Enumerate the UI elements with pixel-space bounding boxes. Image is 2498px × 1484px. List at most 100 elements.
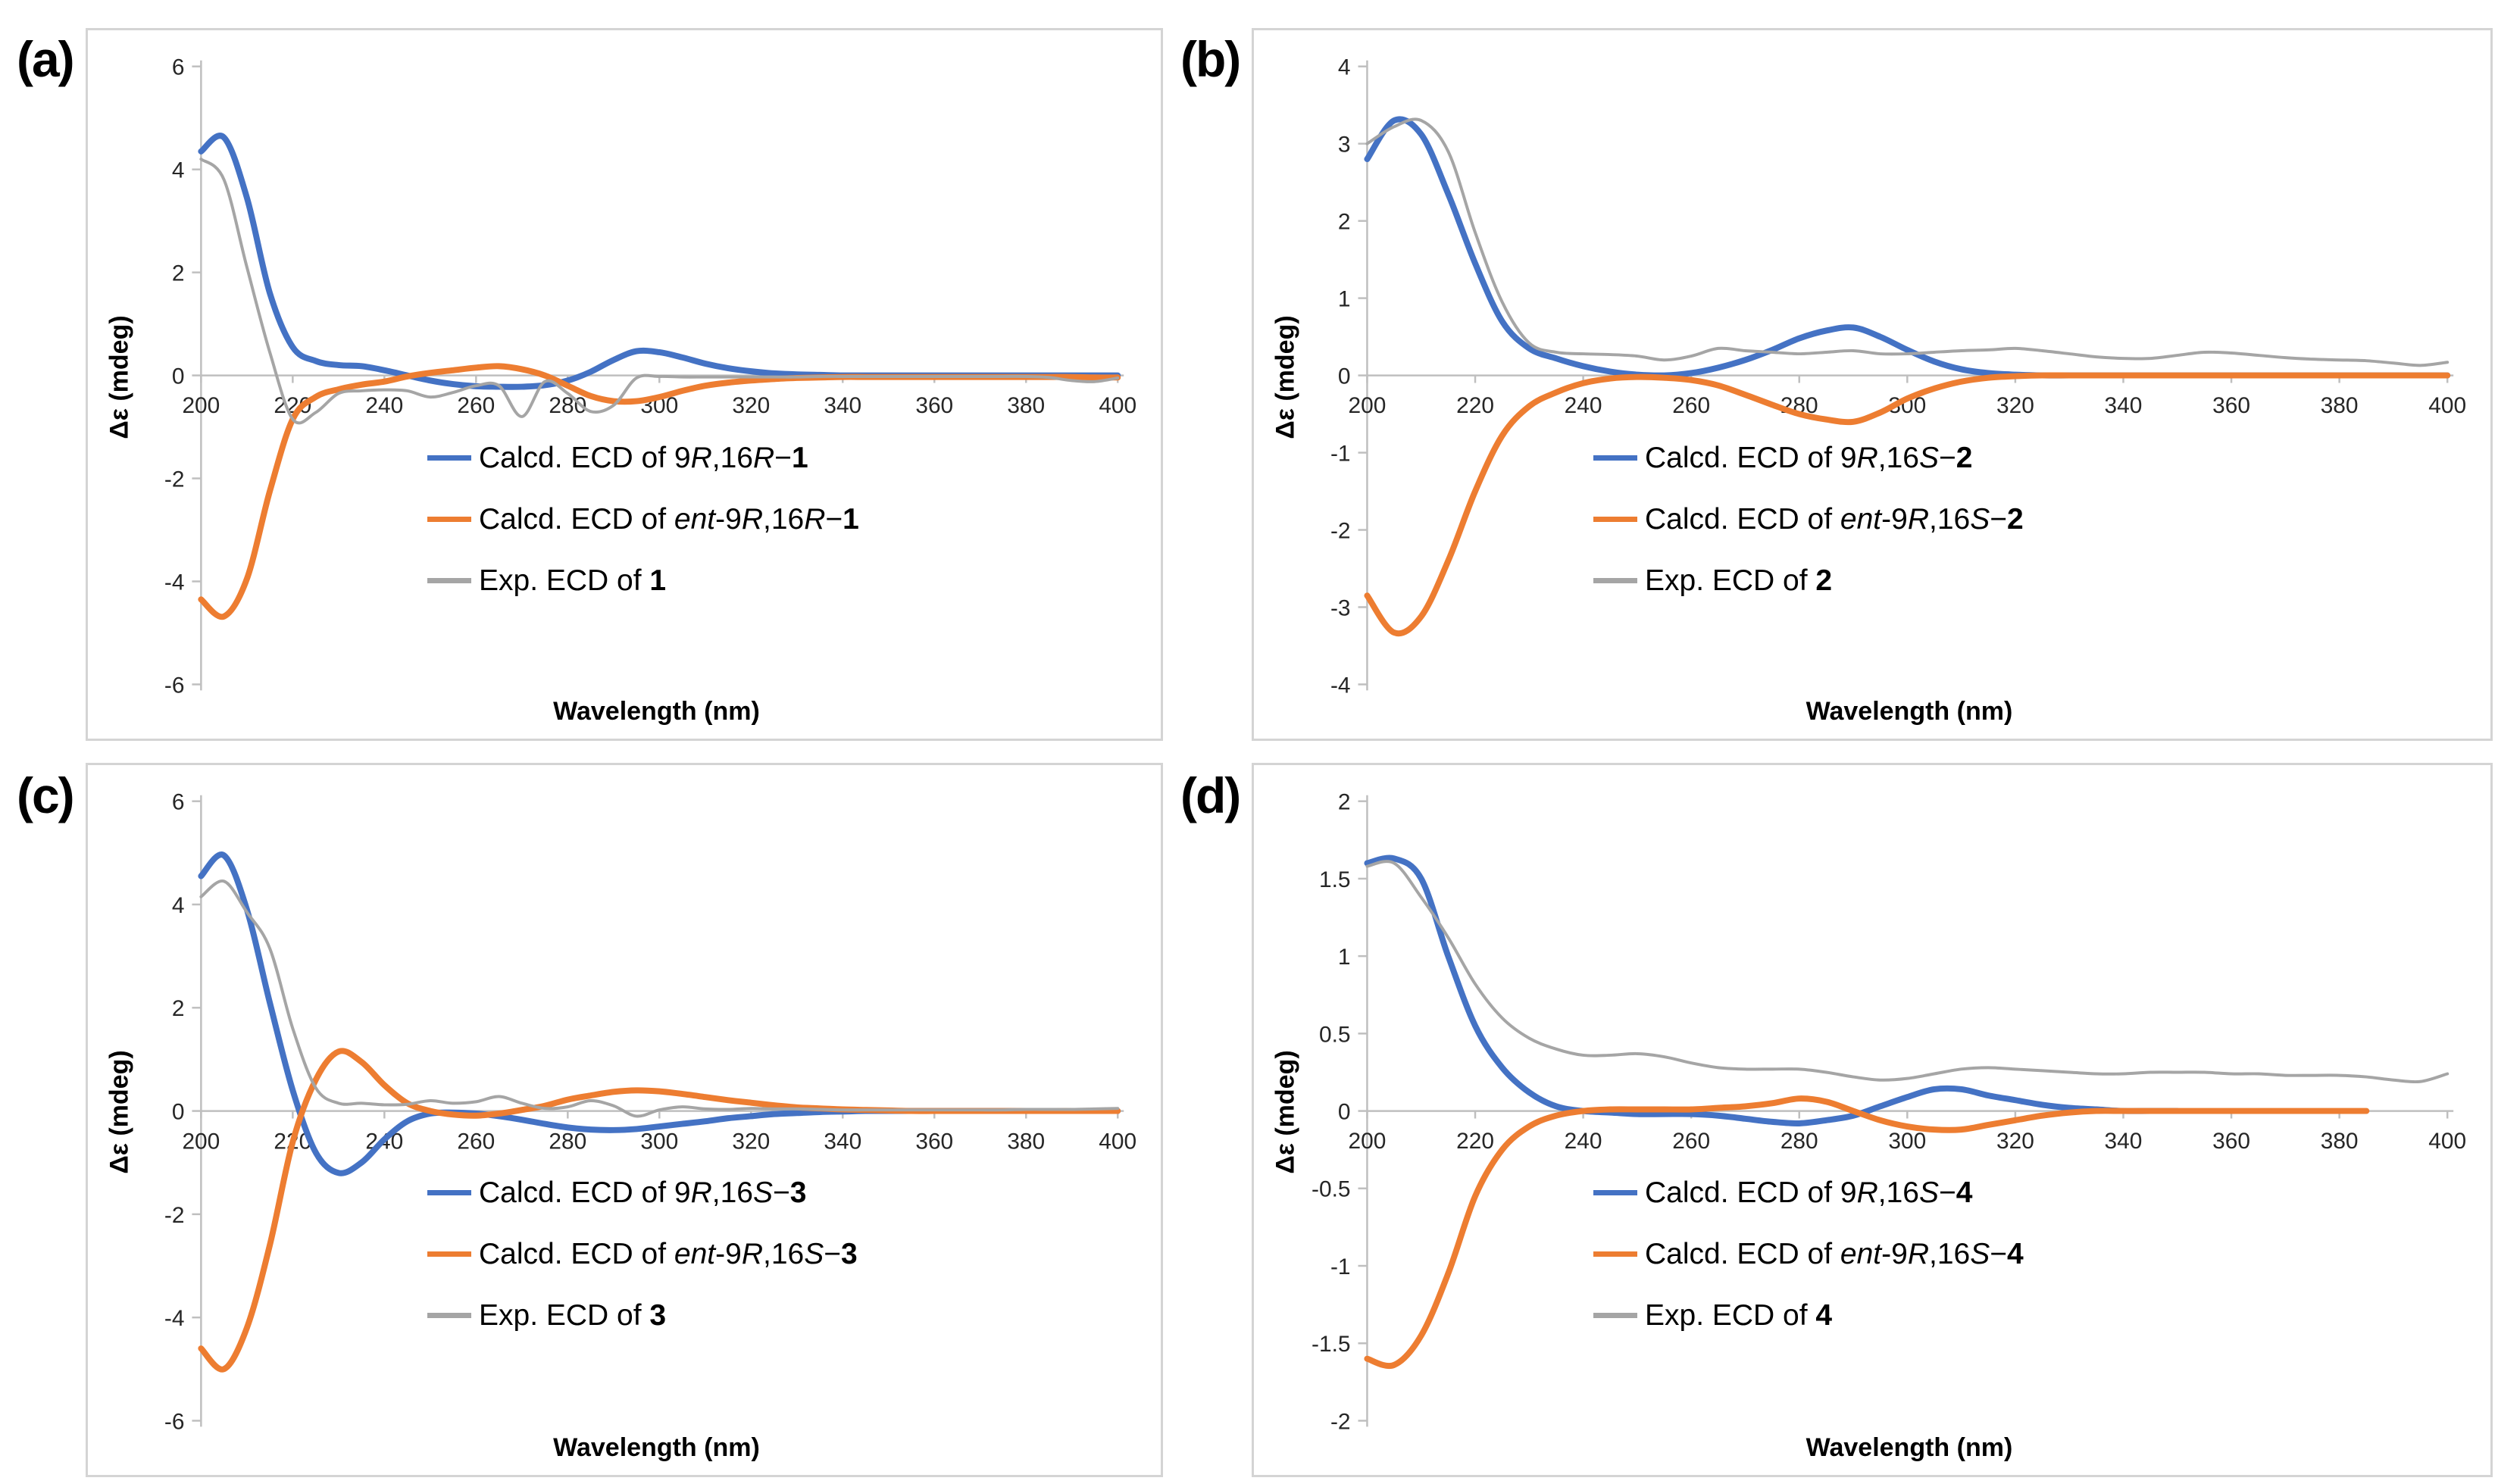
- legend-swatch: [427, 1251, 471, 1257]
- y-tick-label: 6: [172, 55, 185, 80]
- legend-swatch: [427, 455, 471, 461]
- y-tick-label: -1: [1330, 1254, 1351, 1279]
- x-tick-label: 240: [365, 393, 403, 418]
- y-tick-label: 2: [1338, 210, 1351, 235]
- legend-swatch: [1593, 517, 1637, 522]
- legend-item: Exp. ECD of 3: [427, 1301, 858, 1330]
- x-tick-label: 200: [182, 393, 220, 418]
- y-tick-label: 0: [172, 1100, 185, 1125]
- legend-item: Exp. ECD of 1: [427, 566, 859, 595]
- x-tick-label: 320: [732, 1129, 770, 1154]
- x-tick-label: 240: [1565, 393, 1602, 418]
- x-tick-label: 380: [1007, 393, 1045, 418]
- x-axis-title: Wavelength (nm): [1806, 1433, 2013, 1462]
- x-tick-label: 380: [2321, 393, 2359, 418]
- y-tick-label: 0: [172, 364, 185, 389]
- y-axis-title: Δε (mdeg): [105, 315, 134, 439]
- series-line-1: [1364, 1095, 2370, 1369]
- x-tick-label: 220: [1456, 393, 1494, 418]
- legend-swatch: [427, 517, 471, 522]
- x-axis-title: Wavelength (nm): [1806, 697, 2013, 726]
- legend-label: Exp. ECD of 1: [479, 564, 667, 597]
- legend-label: Calcd. ECD of 9R,16S−2: [1645, 442, 1973, 474]
- y-tick-label: 0.5: [1319, 1022, 1351, 1047]
- y-axis-title: Δε (mdeg): [105, 1050, 134, 1174]
- x-tick-label: 220: [1456, 1129, 1494, 1154]
- legend-label: Exp. ECD of 4: [1645, 1299, 1833, 1332]
- y-tick-label: 1: [1338, 945, 1351, 970]
- y-tick-label: 4: [172, 893, 185, 918]
- y-tick-label: 4: [172, 158, 185, 183]
- x-tick-label: 200: [1349, 1129, 1387, 1154]
- legend-item: Calcd. ECD of 9R,16S−2: [1593, 443, 2024, 473]
- y-tick-label: 2: [1338, 790, 1351, 815]
- series-line-2: [1365, 117, 2450, 367]
- y-tick-label: 2: [172, 996, 185, 1021]
- legend-swatch: [427, 578, 471, 583]
- legend-swatch: [1593, 455, 1637, 461]
- panel-d: 2 1.5 1 0.5 0 -0.5 -1 -1.5 -2 200 220 240 260 280 300 3…: [1252, 763, 2493, 1477]
- x-tick-label: 400: [1099, 393, 1136, 418]
- series-line-1: [1364, 372, 2451, 637]
- series-line-0: [1364, 116, 2451, 379]
- y-tick-label: -2: [1330, 1409, 1351, 1434]
- x-tick-label: 200: [1349, 393, 1387, 418]
- legend-swatch: [427, 1313, 471, 1318]
- y-tick-label: 6: [172, 790, 185, 815]
- legend-item: Calcd. ECD of ent-9R,16R−1: [427, 505, 859, 534]
- legend-label: Calcd. ECD of 9R,16R−1: [479, 442, 808, 474]
- panel-label-a: (a): [17, 31, 75, 87]
- legend-label: Exp. ECD of 3: [479, 1299, 667, 1332]
- x-tick-label: 400: [2428, 393, 2466, 418]
- legend: Calcd. ECD of 9R,16R−1 Calcd. ECD of ent-…: [427, 443, 859, 595]
- x-tick-label: 300: [640, 1129, 678, 1154]
- legend-item: Exp. ECD of 4: [1593, 1301, 2024, 1330]
- legend-item: Exp. ECD of 2: [1593, 566, 2024, 595]
- y-tick-label: -4: [1330, 673, 1351, 698]
- x-tick-label: 400: [1099, 1129, 1136, 1154]
- x-tick-label: 260: [1672, 393, 1710, 418]
- panel-a: 6 4 2 0 -2 -4 -6 200 220 240 260 280 300 320 340 360 380…: [86, 28, 1163, 741]
- panel-label-b: (b): [1180, 31, 1241, 87]
- legend: Calcd. ECD of 9R,16S−4 Calcd. ECD of ent-…: [1593, 1178, 2024, 1330]
- y-tick-label: 0: [1338, 364, 1351, 389]
- y-tick-label: -2: [1330, 518, 1351, 543]
- legend-label: Calcd. ECD of ent-9R,16S−4: [1645, 1238, 2024, 1270]
- y-tick-label: -6: [164, 673, 185, 698]
- legend: Calcd. ECD of 9R,16S−3 Calcd. ECD of ent-…: [427, 1178, 858, 1330]
- x-tick-label: 340: [2105, 1129, 2143, 1154]
- y-tick-label: 4: [1338, 55, 1351, 80]
- x-tick-label: 320: [1996, 1129, 2034, 1154]
- legend-label: Calcd. ECD of 9R,16S−4: [1645, 1176, 1973, 1209]
- x-tick-label: 280: [549, 1129, 586, 1154]
- x-axis-title: Wavelength (nm): [553, 1433, 760, 1462]
- y-tick-label: -4: [164, 1306, 185, 1331]
- legend-swatch: [427, 1190, 471, 1195]
- series-line-2: [199, 879, 1120, 1118]
- y-tick-label: 0: [1338, 1100, 1351, 1125]
- legend-item: Calcd. ECD of ent-9R,16S−3: [427, 1239, 858, 1269]
- legend-label: Calcd. ECD of ent-9R,16R−1: [479, 503, 859, 536]
- legend-item: Calcd. ECD of 9R,16R−1: [427, 443, 859, 473]
- x-tick-label: 360: [915, 1129, 953, 1154]
- y-tick-label: -2: [164, 467, 185, 492]
- y-tick-label: -1: [1330, 442, 1351, 467]
- x-tick-label: 360: [2212, 393, 2250, 418]
- x-tick-label: 260: [1672, 1129, 1710, 1154]
- legend-item: Calcd. ECD of ent-9R,16S−2: [1593, 505, 2024, 534]
- x-tick-label: 360: [2212, 1129, 2250, 1154]
- y-tick-label: 3: [1338, 133, 1351, 158]
- x-tick-label: 340: [2105, 393, 2143, 418]
- legend-item: Calcd. ECD of ent-9R,16S−4: [1593, 1239, 2024, 1269]
- y-tick-label: 1: [1338, 287, 1351, 312]
- series-line-0: [1364, 854, 2181, 1126]
- legend-swatch: [1593, 1251, 1637, 1257]
- panel-label-d: (d): [1180, 767, 1241, 823]
- series-line-0: [198, 851, 1121, 1176]
- x-tick-label: 340: [824, 1129, 861, 1154]
- series-line-2: [1365, 860, 2450, 1084]
- x-tick-label: 240: [1565, 1129, 1602, 1154]
